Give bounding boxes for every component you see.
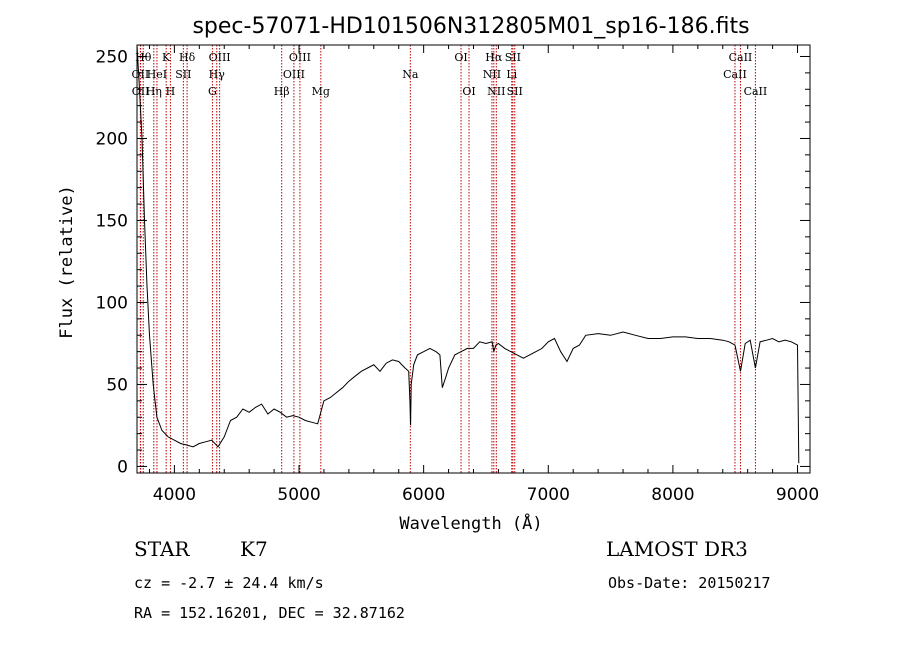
x-tick-label-5: 9000	[776, 485, 819, 505]
line-label-11: OIII	[209, 51, 231, 64]
x-tick-label-1: 5000	[277, 485, 320, 505]
line-label-2: Hθ	[135, 51, 152, 64]
line-label-27: CaII	[744, 85, 768, 98]
line-label-3: Hη	[146, 85, 162, 98]
x-tick-label-3: 7000	[527, 485, 570, 505]
line-label-24: SII	[507, 85, 523, 98]
observation-date: Obs-Date: 20150217	[608, 574, 771, 592]
line-label-6: H	[166, 85, 176, 98]
line-label-17: OI	[454, 51, 467, 64]
x-axis-label: Wavelength (Å)	[399, 512, 542, 534]
line-label-26: CaII	[729, 51, 753, 64]
line-label-10: Hγ	[209, 68, 226, 81]
survey-name: LAMOST DR3	[606, 537, 748, 561]
line-label-22: Li	[506, 68, 517, 81]
y-tick-label-4: 200	[96, 129, 128, 149]
line-label-18: OI	[462, 85, 475, 98]
y-tick-label-0: 0	[117, 457, 128, 477]
axis-ticks: 4000 5000 6000 7000 8000 9000 0 50 100 150 200 250	[96, 45, 819, 505]
line-label-16: Na	[402, 68, 419, 81]
plot-frame	[136, 44, 811, 474]
coordinates: RA = 152.16201, DEC = 32.87162	[134, 604, 405, 622]
object-class: STAR	[134, 537, 190, 561]
line-label-9: G	[208, 85, 217, 98]
line-label-14: OIII	[289, 51, 311, 64]
y-tick-label-5: 250	[96, 47, 128, 67]
line-label-7: SII	[175, 68, 191, 81]
spectrum-line	[136, 44, 800, 464]
x-tick-label-4: 8000	[651, 485, 694, 505]
x-tick-label-0: 4000	[153, 485, 196, 505]
object-subclass: K7	[240, 537, 268, 561]
spectral-line-markers	[139, 45, 756, 473]
line-label-1: OII	[132, 85, 150, 98]
y-tick-label-3: 150	[96, 211, 128, 231]
line-label-13: OIII	[283, 68, 305, 81]
line-label-25: CaII	[723, 68, 747, 81]
x-tick-label-2: 6000	[402, 485, 445, 505]
y-tick-label-2: 100	[96, 293, 128, 313]
line-label-5: K	[162, 51, 171, 64]
line-label-15: Mg	[312, 85, 330, 98]
line-label-21: NII	[487, 85, 505, 98]
redshift-velocity: cz = -2.7 ± 24.4 km/s	[134, 574, 324, 592]
spectral-line-labels: OII OII Hθ Hη HeI K H SII Hδ G Hγ OIII Hβ OIII OIII Mg N…	[132, 51, 768, 98]
chart-title: spec-57071-HD101506N312805M01_sp16-186.f…	[192, 14, 749, 39]
y-tick-label-1: 50	[106, 375, 128, 395]
line-label-4: HeI	[147, 68, 167, 81]
line-label-0: OII	[132, 68, 150, 81]
line-label-23: SII	[505, 51, 521, 64]
y-axis-label: Flux (relative)	[57, 185, 77, 339]
line-label-8: Hδ	[179, 51, 196, 64]
line-label-19: NII	[483, 68, 501, 81]
line-label-12: Hβ	[274, 85, 290, 98]
line-label-20: Hα	[485, 51, 503, 64]
